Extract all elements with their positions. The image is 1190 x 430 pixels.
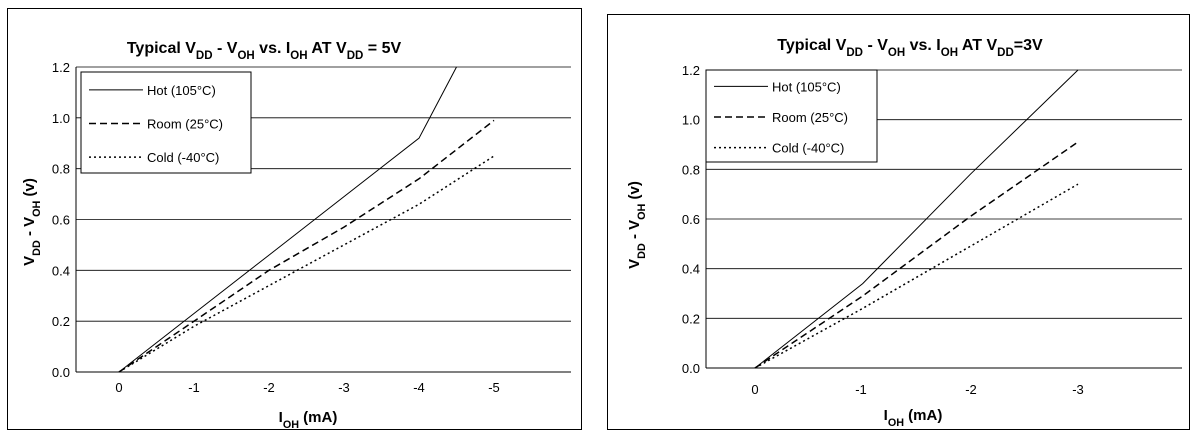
x-tick-label: -3 xyxy=(1072,382,1084,397)
subscript-text: OH xyxy=(888,417,904,429)
series-line-1 xyxy=(754,141,1079,369)
subscript-text: OH xyxy=(888,47,905,59)
text-span: vs. I xyxy=(255,40,291,57)
text-span: (mA) xyxy=(299,409,337,426)
legend-label: Room (25°C) xyxy=(772,110,848,125)
text-span: I xyxy=(279,409,283,426)
chart-5v: Typical VDD - VOH vs. IOH AT VDD = 5V0.0… xyxy=(21,40,571,429)
legend-label: Hot (105°C) xyxy=(147,83,216,98)
text-span: V xyxy=(21,256,38,266)
x-tick-label: -1 xyxy=(855,382,867,397)
text-span: (mA) xyxy=(904,407,942,424)
y-tick-label: 0.6 xyxy=(52,213,70,228)
y-axis-title: VDD - VOH (v) xyxy=(21,178,43,266)
legend-box xyxy=(705,69,878,163)
subscript-text: OH xyxy=(237,50,254,62)
subscript-text: OH xyxy=(31,200,43,216)
chart-title: Typical VDD - VOH vs. IOH AT VDD=3V xyxy=(777,37,1043,59)
y-tick-label: 1.2 xyxy=(682,63,700,78)
x-tick-label: -1 xyxy=(188,380,200,395)
series-line-2 xyxy=(118,155,495,373)
x-axis-title: IOH (mA) xyxy=(279,409,338,429)
y-tick-label: 0.6 xyxy=(682,212,700,227)
x-tick-label: 0 xyxy=(751,382,758,397)
y-tick-label: 0.8 xyxy=(682,162,700,177)
legend-label: Room (25°C) xyxy=(147,117,223,132)
x-tick-label: -3 xyxy=(338,380,350,395)
legend-label: Cold (-40°C) xyxy=(147,150,219,165)
x-tick-label: -5 xyxy=(488,380,500,395)
y-tick-label: 1.0 xyxy=(52,111,70,126)
text-span: vs. I xyxy=(905,37,941,54)
subscript-text: DD xyxy=(347,50,364,62)
legend-label: Hot (105°C) xyxy=(772,79,841,94)
x-axis-title: IOH (mA) xyxy=(884,407,943,429)
text-span: Typical V xyxy=(777,37,846,54)
legend-box xyxy=(80,71,252,174)
text-span: (v) xyxy=(626,181,643,204)
text-span: Typical V xyxy=(127,40,196,57)
legend-label: Cold (-40°C) xyxy=(772,141,844,156)
y-tick-label: 0.2 xyxy=(682,311,700,326)
subscript-text: DD xyxy=(997,47,1014,59)
x-tick-label: -2 xyxy=(965,382,977,397)
text-span: (v) xyxy=(21,178,38,201)
text-span: - V xyxy=(213,40,238,57)
y-tick-label: 0.2 xyxy=(52,314,70,329)
series-line-1 xyxy=(118,119,495,373)
x-tick-label: 0 xyxy=(115,380,122,395)
chart-title: Typical VDD - VOH vs. IOH AT VDD = 5V xyxy=(127,40,402,62)
y-tick-label: 1.2 xyxy=(52,60,70,75)
y-tick-label: 0.0 xyxy=(52,365,70,380)
subscript-text: OH xyxy=(636,203,648,219)
y-tick-label: 0.0 xyxy=(682,361,700,376)
y-tick-label: 0.4 xyxy=(52,263,70,278)
subscript-text: OH xyxy=(283,419,299,429)
text-span: - V xyxy=(863,37,888,54)
y-axis-title: VDD - VOH (v) xyxy=(626,181,648,269)
text-span: I xyxy=(884,407,888,424)
text-span: V xyxy=(626,259,643,269)
text-span: =3V xyxy=(1014,37,1043,54)
subscript-text: OH xyxy=(941,47,958,59)
series-line-0 xyxy=(118,66,457,373)
text-span: AT V xyxy=(958,37,997,54)
x-tick-label: -2 xyxy=(263,380,275,395)
subscript-text: OH xyxy=(290,50,307,62)
y-tick-label: 0.4 xyxy=(682,262,700,277)
y-tick-label: 1.0 xyxy=(682,113,700,128)
series-line-0 xyxy=(754,69,1079,369)
subscript-text: DD xyxy=(196,50,213,62)
text-span: - V xyxy=(626,220,643,243)
series-line-2 xyxy=(754,183,1079,369)
text-span: - V xyxy=(21,217,38,240)
subscript-text: DD xyxy=(846,47,863,59)
y-tick-label: 0.8 xyxy=(52,162,70,177)
chart-3v: Typical VDD - VOH vs. IOH AT VDD=3V0.00.… xyxy=(626,37,1182,429)
subscript-text: DD xyxy=(31,240,43,256)
text-span: AT V xyxy=(308,40,347,57)
chart-panel-5v: Typical VDD - VOH vs. IOH AT VDD = 5V 0.0… xyxy=(7,8,582,430)
text-span: = 5V xyxy=(363,40,401,57)
x-tick-label: -4 xyxy=(413,380,425,395)
chart-panel-3v: Typical VDD - VOH vs. IOH AT VDD=3V 0.0 0.… xyxy=(607,14,1190,430)
subscript-text: DD xyxy=(636,243,648,259)
